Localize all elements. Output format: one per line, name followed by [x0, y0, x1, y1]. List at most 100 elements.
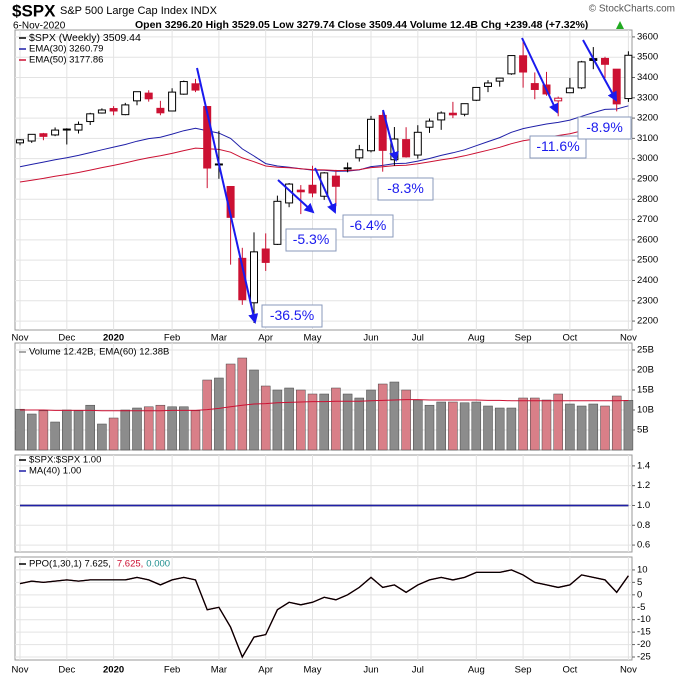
candle-body — [86, 113, 95, 123]
annotation-arrow — [314, 167, 337, 214]
candle-body — [495, 77, 504, 82]
x-tick-label: Nov — [12, 665, 29, 676]
y-tick-label: 2600 — [637, 234, 658, 245]
volume-bar — [389, 381, 400, 451]
y-tick-label: 3300 — [637, 92, 658, 103]
legend-label: EMA(30) 3260.79 — [29, 44, 103, 55]
candle-body — [121, 104, 130, 116]
volume-bar — [50, 421, 60, 451]
volume-bar — [108, 417, 119, 451]
candle-body — [320, 172, 329, 197]
candle-body — [308, 184, 317, 194]
y-tick-label: -15 — [637, 627, 651, 638]
y-tick-label: -25 — [637, 652, 651, 663]
x-tick-label: Sep — [515, 333, 532, 344]
y-tick-label: 2800 — [637, 194, 658, 205]
y-tick-label: 1.0 — [637, 500, 650, 511]
volume-bar — [483, 405, 493, 451]
volume-bar — [97, 423, 107, 451]
volume-bar — [436, 401, 446, 451]
volume-bar — [73, 410, 84, 451]
candle-body — [331, 175, 340, 187]
candle-body — [16, 139, 24, 144]
legend-label: MA(40) 1.00 — [29, 466, 81, 477]
y-tick-label: 0 — [637, 589, 642, 600]
volume-bar — [576, 405, 587, 451]
date: 6-Nov-2020 — [13, 21, 66, 32]
y-tick-label: 2700 — [637, 214, 658, 225]
quote: Open 3296.20 High 3529.05 Low 3279.74 Cl… — [135, 19, 588, 31]
y-tick-label: 25B — [637, 345, 654, 356]
x-tick-label: Oct — [563, 665, 578, 676]
candle-body — [413, 131, 422, 156]
annotation-arrow — [277, 179, 315, 214]
volume-bar — [62, 409, 72, 451]
volume-bar — [331, 387, 341, 451]
volume-bar — [354, 397, 365, 451]
y-tick-label: 5B — [637, 425, 649, 436]
annotation-arrow — [382, 109, 399, 162]
x-tick-label: Aug — [468, 333, 485, 344]
panel-frame — [14, 556, 633, 661]
annotation-label: -8.9% — [586, 119, 623, 135]
candle-body — [565, 87, 574, 94]
y-tick-label: 1.4 — [637, 460, 650, 471]
volume-bar — [553, 393, 563, 451]
x-tick-label: 2020 — [103, 665, 124, 676]
candle-body — [203, 106, 212, 169]
y-tick-label: 10 — [637, 564, 648, 575]
volume-bar — [26, 413, 37, 451]
candle-body — [62, 128, 71, 131]
annotation-arrow — [521, 37, 559, 114]
candle-body — [507, 55, 516, 75]
legend-label: 0.000 — [146, 559, 170, 570]
candle-body — [624, 54, 633, 100]
candle-body — [378, 114, 387, 151]
legend-label: EMA(50) 3177.86 — [29, 55, 103, 66]
volume-bar — [518, 397, 528, 451]
candle-body — [460, 103, 469, 115]
y-tick-label: 3100 — [637, 133, 658, 144]
series-line — [19, 569, 629, 659]
candle-body — [601, 57, 609, 65]
volume-bar — [494, 407, 505, 451]
volume-bar — [506, 407, 517, 451]
x-tick-label: Dec — [58, 333, 75, 344]
y-tick-label: 3500 — [637, 52, 658, 63]
volume-bar — [260, 385, 271, 451]
legend-label: EMA(60) 12.38B — [99, 347, 169, 358]
y-tick-label: -20 — [637, 639, 651, 650]
volume-bar — [541, 399, 552, 451]
annotation-box — [529, 135, 587, 159]
volume-bar — [202, 379, 212, 451]
volume-bar — [155, 404, 166, 451]
y-tick-label: -5 — [637, 602, 645, 613]
panel-frame — [14, 454, 633, 553]
volume-bar — [530, 397, 540, 451]
volume-bar — [424, 404, 435, 451]
candle-body — [27, 133, 36, 142]
x-tick-label: Sep — [515, 665, 532, 676]
candle-body — [437, 112, 446, 121]
x-tick-label: Apr — [258, 665, 273, 676]
candle-body — [519, 55, 528, 73]
volume-bar — [611, 395, 622, 451]
candle-body — [343, 167, 352, 170]
up-triangle — [616, 21, 624, 29]
volume-bar — [471, 401, 482, 451]
y-tick-label: 2300 — [637, 295, 658, 306]
y-tick-label: 10B — [637, 405, 654, 416]
candle-body — [133, 91, 141, 102]
x-tick-label: Jun — [363, 665, 378, 676]
y-tick-label: 3400 — [637, 72, 658, 83]
series-line — [19, 122, 629, 183]
y-tick-label: 2900 — [637, 174, 658, 185]
x-tick-label: Mar — [211, 333, 227, 344]
volume-bar — [377, 383, 388, 451]
candle-body — [109, 108, 118, 112]
x-tick-label: Jun — [363, 333, 378, 344]
candle-body — [39, 133, 48, 137]
y-tick-label: 2500 — [637, 255, 658, 266]
candle-body — [168, 91, 177, 112]
annotation-box — [261, 304, 323, 328]
